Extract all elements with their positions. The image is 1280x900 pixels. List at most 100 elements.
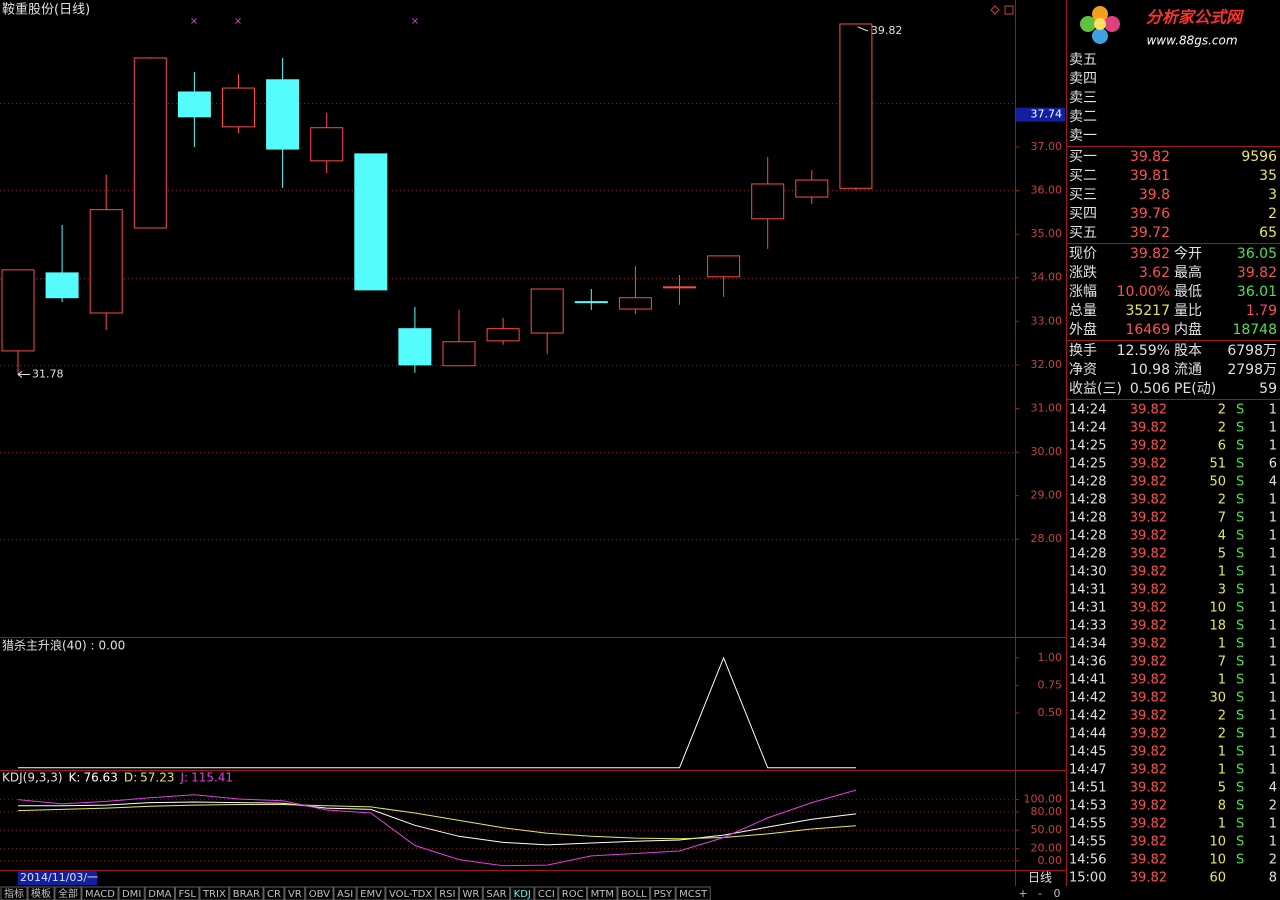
tick-volume: 4 — [1218, 529, 1226, 544]
tick-volume: 6 — [1218, 439, 1226, 454]
tick-price: 39.82 — [1130, 673, 1167, 688]
logo-name: 分析家公式网 — [1146, 8, 1245, 27]
tick-price: 39.82 — [1130, 799, 1167, 814]
indicator-tab[interactable]: RSI — [439, 889, 455, 900]
stat-label: 换手 — [1069, 342, 1097, 359]
tab-border — [54, 886, 82, 900]
buy-label: 买一 — [1069, 149, 1097, 165]
indicator-tab[interactable]: ASI — [337, 889, 353, 900]
indicator-tab[interactable]: CR — [267, 889, 281, 900]
stat-value: 1.79 — [1246, 303, 1277, 319]
indicator-tab[interactable]: MCST — [679, 889, 708, 900]
indicator-tab[interactable]: SAR — [486, 889, 506, 900]
tab-border — [587, 886, 618, 900]
indicator-tab[interactable]: VOL-TDX — [389, 889, 432, 900]
tick-side: S — [1236, 727, 1244, 742]
tick-count: 1 — [1269, 727, 1277, 742]
tick-time: 14:28 — [1069, 547, 1106, 562]
tick-side: S — [1236, 547, 1244, 562]
tick-count: 1 — [1269, 511, 1277, 526]
candle-body — [839, 23, 873, 189]
tick-side: S — [1236, 403, 1244, 418]
y-tick-label: 0.75 — [1038, 678, 1063, 691]
candle-body — [398, 328, 432, 366]
tick-price: 39.82 — [1130, 709, 1167, 724]
indicator-tab[interactable]: BRAR — [233, 889, 260, 900]
tick-time: 14:31 — [1069, 583, 1106, 598]
tick-side: S — [1236, 799, 1244, 814]
y-tick-label: 28.00 — [1031, 532, 1063, 545]
tick-price: 39.82 — [1130, 529, 1167, 544]
sell-label: 卖四 — [1069, 71, 1097, 87]
indicator-tab[interactable]: CCI — [538, 889, 555, 900]
stat-value: 18748 — [1232, 322, 1277, 338]
indicator-tab[interactable]: DMA — [148, 889, 171, 900]
tick-side: S — [1236, 439, 1244, 454]
indicator-tab[interactable]: 模板 — [31, 887, 51, 900]
stat-label: 股本 — [1174, 343, 1202, 359]
tick-volume: 1 — [1218, 565, 1226, 580]
tick-count: 1 — [1269, 745, 1277, 760]
zoom-button[interactable]: + — [1018, 887, 1027, 900]
stat-value: 3.62 — [1139, 265, 1170, 281]
indicator-tab[interactable]: KDJ — [514, 889, 531, 900]
tick-time: 14:45 — [1069, 745, 1106, 760]
y-tick-label: 100.00 — [1024, 793, 1063, 806]
tick-volume: 2 — [1218, 403, 1226, 418]
tick-price: 39.82 — [1130, 547, 1167, 562]
indicator-tab[interactable]: WR — [462, 889, 479, 900]
tick-time: 14:44 — [1069, 727, 1106, 742]
indicator-tab[interactable]: 指标 — [4, 887, 24, 900]
tick-count: 1 — [1269, 583, 1277, 598]
indicator-tab[interactable]: DMI — [122, 889, 141, 900]
indicator-tab[interactable]: MACD — [85, 889, 115, 900]
tick-volume: 10 — [1209, 835, 1226, 850]
tick-price: 39.82 — [1130, 655, 1167, 670]
tick-volume: 18 — [1209, 619, 1226, 634]
indicator-tab[interactable]: VR — [288, 889, 302, 900]
stock-title: 鞍重股份(日线) — [2, 2, 90, 18]
y-tick-label: 1.00 — [1038, 651, 1063, 664]
tick-time: 14:36 — [1069, 655, 1106, 670]
tick-time: 14:30 — [1069, 565, 1106, 580]
tick-price: 39.82 — [1130, 745, 1167, 760]
tick-side: S — [1236, 493, 1244, 508]
tick-count: 6 — [1269, 457, 1277, 472]
tab-border — [650, 886, 676, 900]
legend-value: 76.63 — [83, 771, 117, 785]
indicator-tab[interactable]: EMV — [360, 889, 382, 900]
buy-price: 39.81 — [1130, 168, 1170, 184]
indicator-tab[interactable]: TRIX — [202, 889, 226, 900]
tick-side: S — [1236, 709, 1244, 724]
zoom-button[interactable]: 0 — [1054, 887, 1061, 900]
indicator-tab[interactable]: FSL — [178, 889, 196, 900]
tab-border — [284, 886, 306, 900]
tick-time: 14:41 — [1069, 673, 1106, 688]
tab-border — [81, 886, 119, 900]
indicator-tab[interactable]: PSY — [654, 889, 673, 900]
indicator-tab[interactable]: MTM — [591, 889, 614, 900]
tick-count: 2 — [1269, 799, 1277, 814]
buy-volume: 9596 — [1241, 149, 1277, 165]
candle-body — [574, 301, 608, 304]
tick-time: 14:28 — [1069, 475, 1106, 490]
indicator-tab[interactable]: ROC — [562, 889, 584, 900]
tick-count: 1 — [1269, 547, 1277, 562]
tick-count: 1 — [1269, 565, 1277, 580]
window-icons — [990, 5, 1014, 15]
indicator-tab[interactable]: OBV — [309, 889, 330, 900]
y-tick-label: 36.00 — [1031, 183, 1063, 196]
svg-text:×: × — [234, 16, 242, 27]
tick-side: S — [1236, 457, 1244, 472]
indicator-tab[interactable]: BOLL — [621, 889, 647, 900]
tick-time: 15:00 — [1069, 871, 1106, 886]
stat-label: 最低 — [1174, 284, 1202, 300]
indicator-tab[interactable]: 全部 — [58, 887, 78, 900]
zoom-button[interactable]: - — [1038, 887, 1042, 900]
tab-border — [510, 886, 535, 900]
tick-price: 39.82 — [1130, 403, 1167, 418]
tick-side: S — [1236, 601, 1244, 616]
tick-volume: 50 — [1209, 475, 1226, 490]
svg-text:×: × — [190, 16, 198, 27]
